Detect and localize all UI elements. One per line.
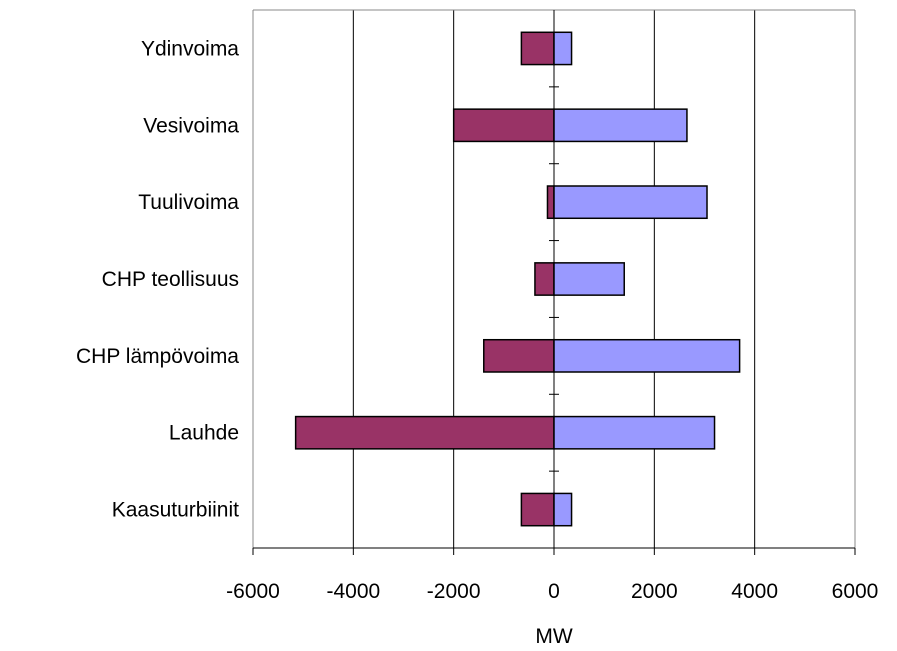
category-label: Vesivoima: [143, 114, 239, 137]
bar-negative: [452, 108, 555, 143]
x-axis-title: MW: [535, 625, 572, 646]
label-layer: Ydinvoima Vesivoima Tuulivoima CHP teollisu…: [76, 37, 878, 603]
bar-negative: [483, 338, 555, 373]
bar-positive: [553, 262, 625, 296]
category-label: Lauhde: [169, 422, 239, 445]
bar-positive: [553, 108, 688, 143]
x-tick-label: -2000: [427, 580, 481, 603]
category-label: Ydinvoima: [141, 37, 239, 60]
bar-negative: [546, 185, 555, 220]
x-tick-label: 2000: [631, 580, 678, 603]
x-tick-label: 0: [548, 580, 560, 603]
x-tick-label: 6000: [832, 580, 879, 603]
bar-negative: [294, 415, 555, 450]
x-tick-label: -4000: [326, 580, 380, 603]
category-label: CHP lämpövoima: [76, 345, 239, 368]
category-label: CHP teollisuus: [102, 268, 239, 291]
category-label: Kaasuturbiinit: [112, 499, 239, 522]
x-tick-label: -6000: [226, 580, 280, 603]
category-label: Tuulivoima: [138, 191, 239, 214]
bar-negative: [520, 31, 555, 66]
bar-positive: [553, 31, 573, 66]
bar-layer: [294, 31, 741, 527]
axis-layer: [252, 10, 856, 555]
bar-positive: [553, 492, 573, 527]
bar-negative: [534, 262, 555, 296]
bar-positive: [553, 415, 716, 450]
x-tick-label: 4000: [731, 580, 778, 603]
bar-positive: [553, 338, 741, 373]
bar-positive: [553, 185, 708, 220]
bar-negative: [520, 492, 555, 527]
